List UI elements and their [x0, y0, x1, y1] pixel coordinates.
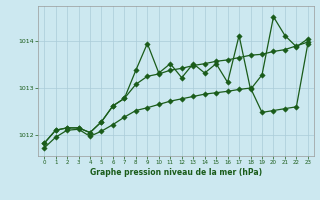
X-axis label: Graphe pression niveau de la mer (hPa): Graphe pression niveau de la mer (hPa)	[90, 168, 262, 177]
